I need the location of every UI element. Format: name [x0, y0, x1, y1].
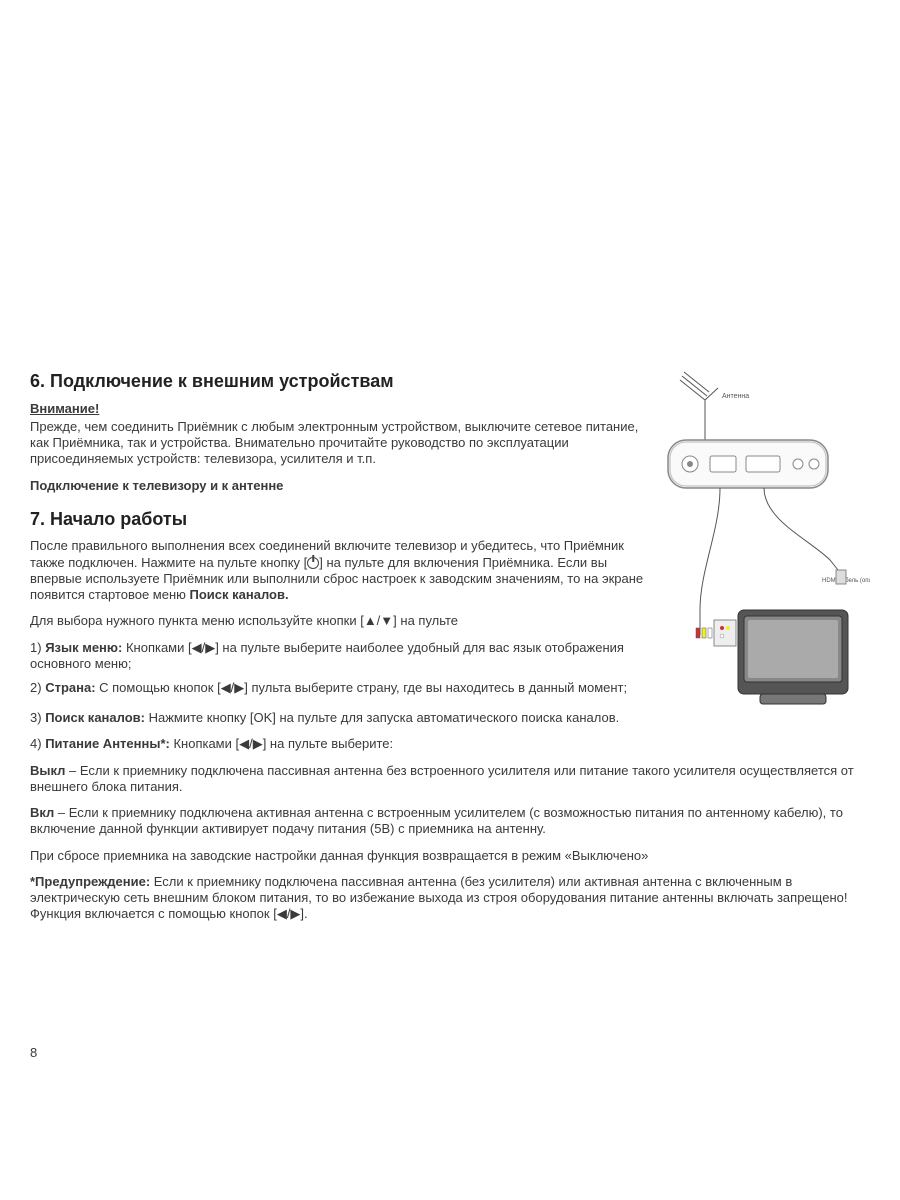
- step-label: Язык меню:: [45, 640, 122, 655]
- step-text: Кнопками [◀/▶] на пульте выберите:: [170, 736, 393, 751]
- step-num: 4): [30, 736, 42, 751]
- attention-label: Внимание!: [30, 401, 650, 417]
- section-6-title: 6. Подключение к внешним устройствам: [30, 370, 650, 393]
- warn-label: *Предупреждение:: [30, 874, 150, 889]
- off-label: Выкл: [30, 763, 65, 778]
- section-7-title: 7. Начало работы: [30, 508, 650, 531]
- option-off: Выкл – Если к приемнику подключена пасси…: [30, 763, 870, 796]
- page-number: 8: [30, 1045, 37, 1060]
- step-text: С помощью кнопок [◀/▶] пульта выберите с…: [96, 680, 628, 695]
- power-icon: [307, 557, 319, 569]
- attention-text: Прежде, чем соединить Приёмник с любым э…: [30, 419, 650, 468]
- step-label: Страна:: [45, 680, 95, 695]
- text-column: 6. Подключение к внешним устройствам Вни…: [30, 370, 650, 710]
- option-on: Вкл – Если к приемнику подключена активн…: [30, 805, 870, 838]
- step-label: Питание Антенны*:: [45, 736, 170, 751]
- section-6-subtitle: Подключение к телевизору и к антенне: [30, 478, 650, 494]
- on-text: – Если к приемнику подключена активная а…: [30, 805, 843, 836]
- section-7-intro: После правильного выполнения всех соедин…: [30, 538, 650, 603]
- step-num: 2): [30, 680, 42, 695]
- intro-bold: Поиск каналов.: [190, 587, 289, 602]
- reset-note: При сбросе приемника на заводские настро…: [30, 848, 870, 864]
- step-3: 3) Поиск каналов: Нажмите кнопку [OK] на…: [30, 710, 870, 726]
- step-1: 1) Язык меню: Кнопками [◀/▶] на пульте в…: [30, 640, 650, 673]
- diagram-svg: Антенна HDMI кабель (опция): [660, 370, 870, 710]
- illustration-column: Антенна HDMI кабель (опция): [660, 370, 870, 710]
- warn-text: Если к приемнику подключена пассивная ан…: [30, 874, 847, 922]
- manual-page: 6. Подключение к внешним устройствам Вни…: [0, 0, 900, 1200]
- menu-nav-hint: Для выбора нужного пункта меню используй…: [30, 613, 650, 629]
- two-column-row: 6. Подключение к внешним устройствам Вни…: [30, 370, 870, 710]
- warning: *Предупреждение: Если к приемнику подклю…: [30, 874, 870, 923]
- step-num: 1): [30, 640, 42, 655]
- step-label: Поиск каналов:: [45, 710, 145, 725]
- step-num: 3): [30, 710, 42, 725]
- step-text: Нажмите кнопку [OK] на пульте для запуск…: [145, 710, 619, 725]
- step-2: 2) Страна: С помощью кнопок [◀/▶] пульта…: [30, 680, 650, 696]
- off-text: – Если к приемнику подключена пассивная …: [30, 763, 854, 794]
- step-4: 4) Питание Антенны*: Кнопками [◀/▶] на п…: [30, 736, 870, 752]
- antenna-label: Антенна: [722, 393, 749, 400]
- connection-diagram: Антенна HDMI кабель (опция): [660, 370, 870, 710]
- on-label: Вкл: [30, 805, 54, 820]
